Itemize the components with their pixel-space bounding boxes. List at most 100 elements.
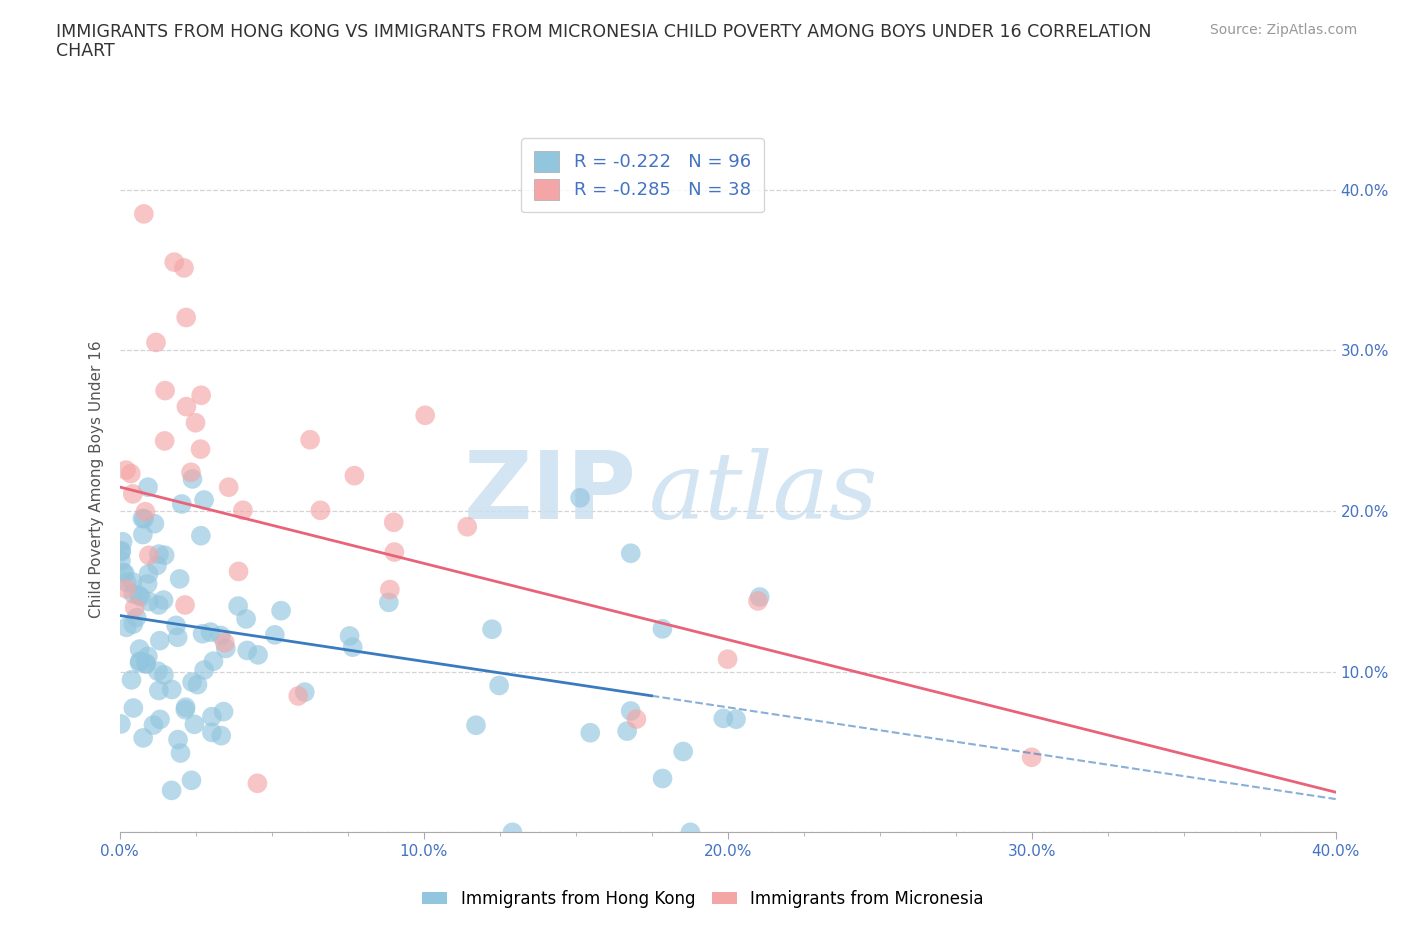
Point (299, 432, 322, 447)
Point (209, 628, 232, 643)
Point (152, 592, 174, 607)
Text: Source: ZipAtlas.com: Source: ZipAtlas.com (1209, 23, 1357, 37)
Point (132, 730, 155, 745)
Point (651, 771, 673, 786)
Point (232, 503, 254, 518)
Point (128, 588, 150, 603)
Point (378, 595, 401, 610)
Point (115, 575, 138, 590)
Point (246, 776, 269, 790)
Point (212, 704, 235, 719)
Point (176, 399, 198, 414)
Point (163, 255, 186, 270)
Point (382, 515, 405, 530)
Point (202, 654, 225, 669)
Point (501, 825, 523, 840)
Point (136, 577, 159, 591)
Point (339, 629, 361, 644)
Point (181, 674, 204, 689)
Point (143, 516, 166, 531)
Point (218, 480, 240, 495)
Point (131, 511, 153, 525)
Point (121, 486, 143, 501)
Point (115, 620, 138, 635)
Point (174, 702, 197, 717)
Point (616, 724, 638, 738)
Point (180, 773, 202, 788)
Point (247, 647, 270, 662)
Point (110, 544, 132, 559)
Point (122, 587, 145, 602)
Point (226, 599, 249, 614)
Point (169, 746, 191, 761)
Point (111, 535, 134, 550)
Point (166, 630, 188, 644)
Point (111, 565, 134, 579)
Point (191, 626, 214, 641)
Point (110, 553, 132, 568)
Point (186, 677, 208, 692)
Point (128, 654, 150, 669)
Point (174, 699, 197, 714)
Point (148, 547, 170, 562)
Point (481, 622, 503, 637)
Point (174, 598, 197, 613)
Point (122, 700, 145, 715)
Point (120, 466, 142, 481)
Point (148, 683, 170, 698)
Point (748, 590, 770, 604)
Legend: Immigrants from Hong Kong, Immigrants from Micronesia: Immigrants from Hong Kong, Immigrants fr… (416, 883, 990, 914)
Point (228, 564, 250, 578)
Point (121, 575, 143, 590)
Point (287, 688, 309, 703)
Point (717, 652, 740, 667)
Point (180, 465, 202, 480)
Point (183, 717, 205, 732)
Point (382, 545, 405, 560)
Point (138, 548, 160, 563)
Point (169, 571, 191, 586)
Point (115, 581, 138, 596)
Point (153, 433, 176, 448)
Point (165, 618, 187, 632)
Point (160, 783, 183, 798)
Point (214, 635, 236, 650)
Point (569, 490, 592, 505)
Point (122, 617, 145, 631)
Point (153, 668, 176, 683)
Point (167, 732, 190, 747)
Point (138, 594, 160, 609)
Point (626, 711, 648, 726)
Point (620, 703, 643, 718)
Point (129, 590, 152, 604)
Text: ZIP: ZIP (464, 447, 637, 539)
Point (128, 642, 150, 657)
Point (132, 527, 155, 542)
Point (146, 558, 169, 573)
Point (711, 711, 734, 725)
Point (294, 684, 316, 699)
Point (263, 628, 285, 643)
Point (136, 480, 159, 495)
Legend: R = -0.222   N = 96, R = -0.285   N = 38: R = -0.222 N = 96, R = -0.285 N = 38 (522, 139, 763, 212)
Point (136, 649, 159, 664)
Point (236, 643, 259, 658)
Point (651, 621, 673, 636)
Point (173, 260, 195, 275)
Point (620, 546, 643, 561)
Point (672, 744, 695, 759)
Point (747, 593, 769, 608)
Point (128, 656, 150, 671)
Point (190, 528, 212, 543)
Point (125, 610, 148, 625)
Point (190, 388, 212, 403)
Point (135, 657, 157, 671)
Point (124, 600, 146, 615)
Point (110, 543, 132, 558)
Point (148, 598, 170, 613)
Point (270, 604, 292, 618)
Point (725, 711, 748, 726)
Point (235, 612, 257, 627)
Point (488, 678, 510, 693)
Point (378, 582, 401, 597)
